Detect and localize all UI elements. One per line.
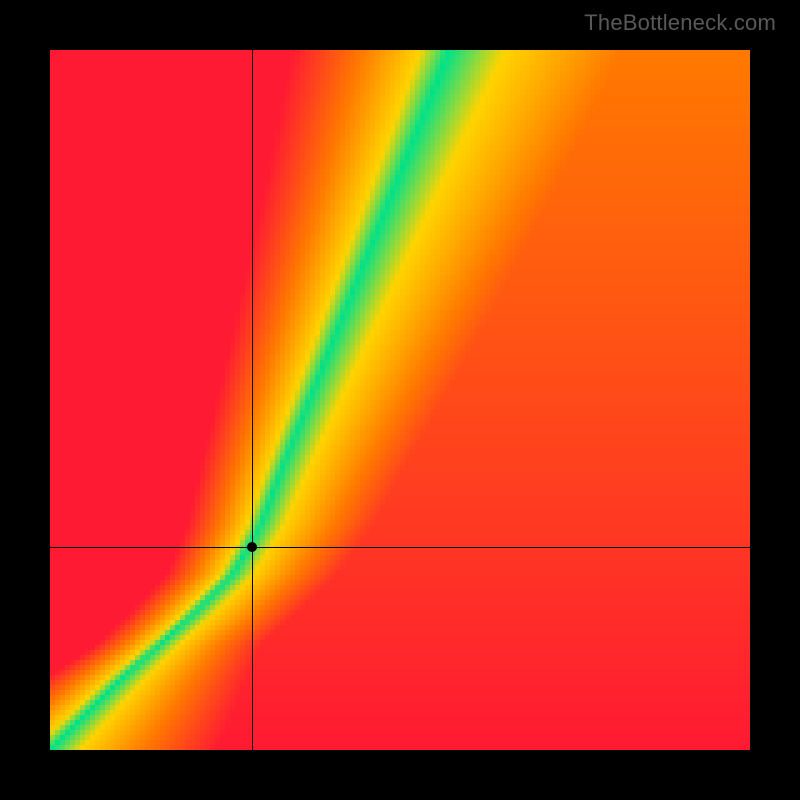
heatmap-canvas [50,50,750,750]
plot-area [50,50,750,750]
chart-container: TheBottleneck.com [0,0,800,800]
crosshair-horizontal [50,547,750,548]
data-point-marker [247,542,257,552]
crosshair-vertical [252,50,253,750]
watermark-text: TheBottleneck.com [584,10,776,36]
